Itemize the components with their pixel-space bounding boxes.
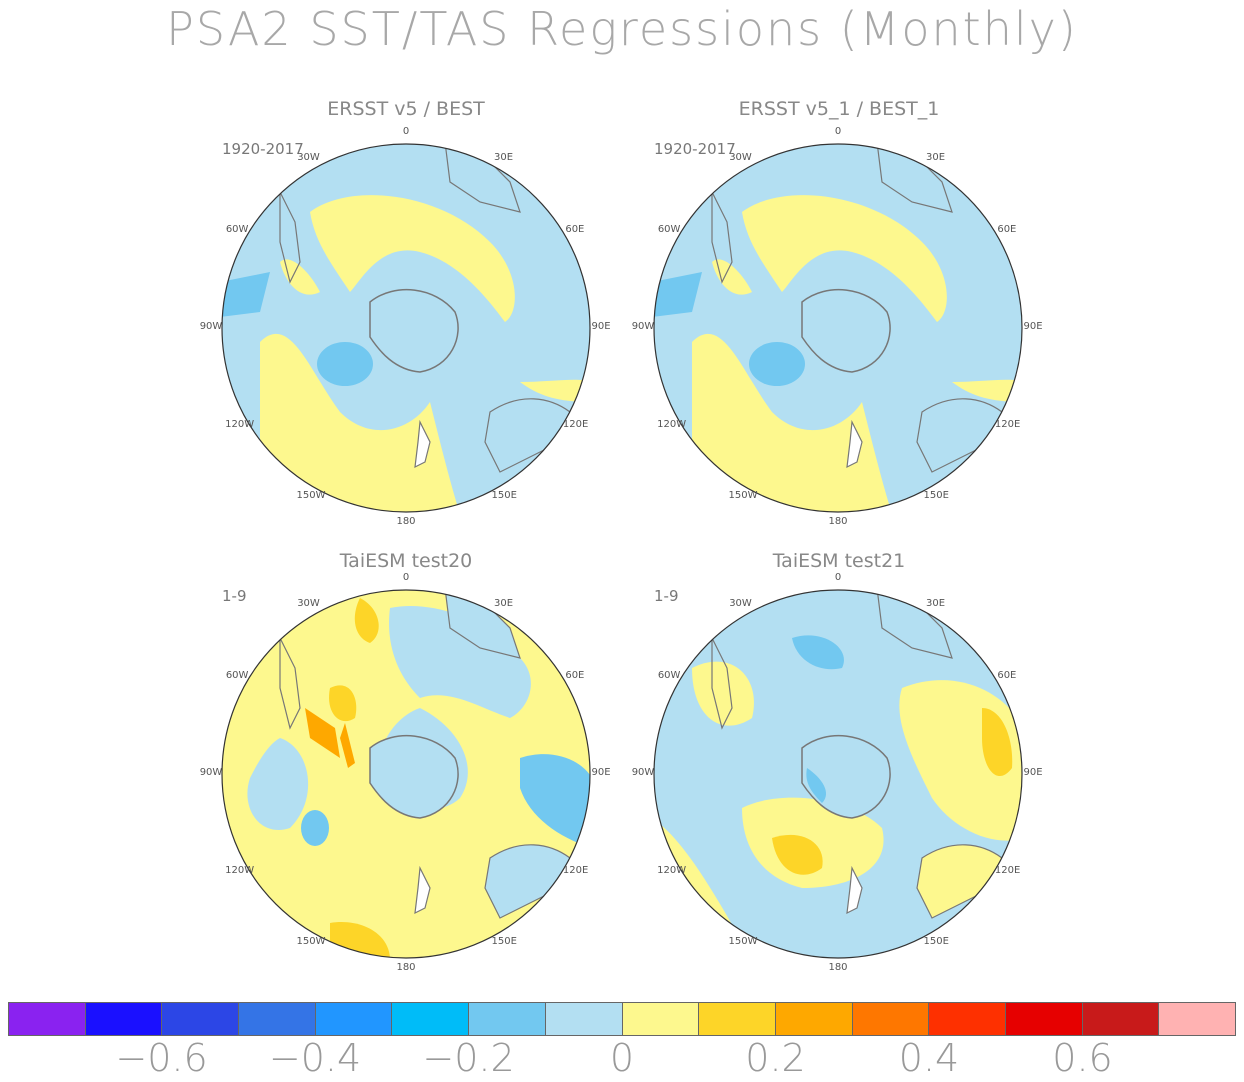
lon-label-150w: 150W [728,489,758,501]
lon-label-0: 0 [402,126,410,137]
period-label-1: 1920-2017 [222,140,304,158]
lon-label-0: 0 [402,572,410,583]
period-label-2: 1920-2017 [654,140,736,158]
lon-label-120w: 120W [657,864,687,876]
colorbar-swatch [928,1002,1005,1036]
lon-label-60w: 60W [225,223,249,235]
lon-label-90e: 90E [591,321,611,332]
lon-label-30w: 30W [729,152,752,164]
colorbar-swatch [161,1002,239,1036]
colorbar-swatch [238,1002,315,1036]
colorbar [8,1002,1236,1036]
lon-label-30w: 30W [297,598,320,610]
lon-label-150e: 150E [923,935,949,947]
polar-map-1 [221,143,591,513]
lon-label-30e: 30E [925,152,946,164]
colorbar-swatch [851,1002,929,1036]
period-label-3: 1-9 [222,587,247,605]
lon-label-120w: 120W [225,864,255,876]
lon-label-60e: 60E [565,669,585,681]
lon-label-30w: 30W [297,152,320,164]
colorbar-swatch [314,1002,392,1036]
lon-label-150w: 150W [296,489,326,501]
colorbar-swatch [1158,1002,1236,1036]
colorbar-tick-label: −0.2 [422,1036,515,1080]
period-label-4: 1-9 [654,587,679,605]
lon-label-30e: 30E [925,598,946,610]
lon-label-180: 180 [396,962,416,973]
colorbar-tick-label: 0.6 [1052,1036,1113,1080]
colorbar-tick-label: −0.6 [115,1036,208,1080]
lon-label-90e: 90E [591,767,611,778]
lon-label-90w: 90W [199,321,223,332]
colorbar-swatch [1004,1002,1082,1036]
lon-label-60w: 60W [225,669,249,681]
lon-label-120e: 120E [562,418,589,430]
lon-label-150e: 150E [923,489,949,501]
panel-title-1: ERSST v5 / BEST [327,98,485,120]
panel-title-2: ERSST v5_1 / BEST_1 [738,98,940,120]
colorbar-swatch [1081,1002,1159,1036]
lon-label-180: 180 [828,962,848,973]
colorbar-swatch [544,1002,622,1036]
lon-label-90w: 90W [199,767,223,778]
lon-label-90e: 90E [1023,767,1043,778]
lon-label-120e: 120E [994,418,1021,430]
lon-label-180: 180 [828,516,848,527]
lon-label-150e: 150E [491,935,517,947]
lon-label-90w: 90W [631,767,655,778]
lon-label-150w: 150W [296,935,326,947]
lon-label-120w: 120W [225,418,255,430]
colorbar-tick-label: −0.4 [268,1036,362,1080]
lon-label-150e: 150E [491,489,517,501]
lon-label-60e: 60E [997,223,1017,235]
lon-label-30w: 30W [729,598,752,610]
figure-title: PSA2 SST/TAS Regressions (Monthly) [166,2,1078,56]
lon-label-90e: 90E [1023,321,1043,332]
colorbar-swatch [468,1002,545,1036]
colorbar-tick-label: 0 [609,1036,635,1080]
lon-label-120e: 120E [994,864,1021,876]
colorbar-swatch [774,1002,852,1036]
colorbar-swatch [84,1002,162,1036]
lon-label-120w: 120W [657,418,687,430]
colorbar-swatch [391,1002,469,1036]
panel-title-4: TaiESM test21 [772,550,906,572]
lon-label-60e: 60E [565,223,585,235]
colorbar-swatch [698,1002,775,1036]
lon-label-60w: 60W [657,669,681,681]
polar-map-2 [653,143,1023,513]
polar-map-4 [653,589,1023,959]
colorbar-swatch [621,1002,699,1036]
lon-label-180: 180 [396,516,416,527]
polar-map-3 [221,589,591,959]
colorbar-swatch [8,1002,85,1036]
lon-label-150w: 150W [728,935,758,947]
panel-title-3: TaiESM test20 [339,550,473,572]
lon-label-30e: 30E [493,598,514,610]
colorbar-tick-label: 0.4 [898,1036,960,1080]
lon-label-60e: 60E [997,669,1017,681]
lon-label-30e: 30E [493,152,514,164]
colorbar-tick-label: 0.2 [745,1036,806,1080]
lon-label-0: 0 [834,572,842,583]
lon-label-0: 0 [834,126,842,137]
lon-label-120e: 120E [562,864,589,876]
lon-label-60w: 60W [657,223,681,235]
lon-label-90w: 90W [631,321,655,332]
